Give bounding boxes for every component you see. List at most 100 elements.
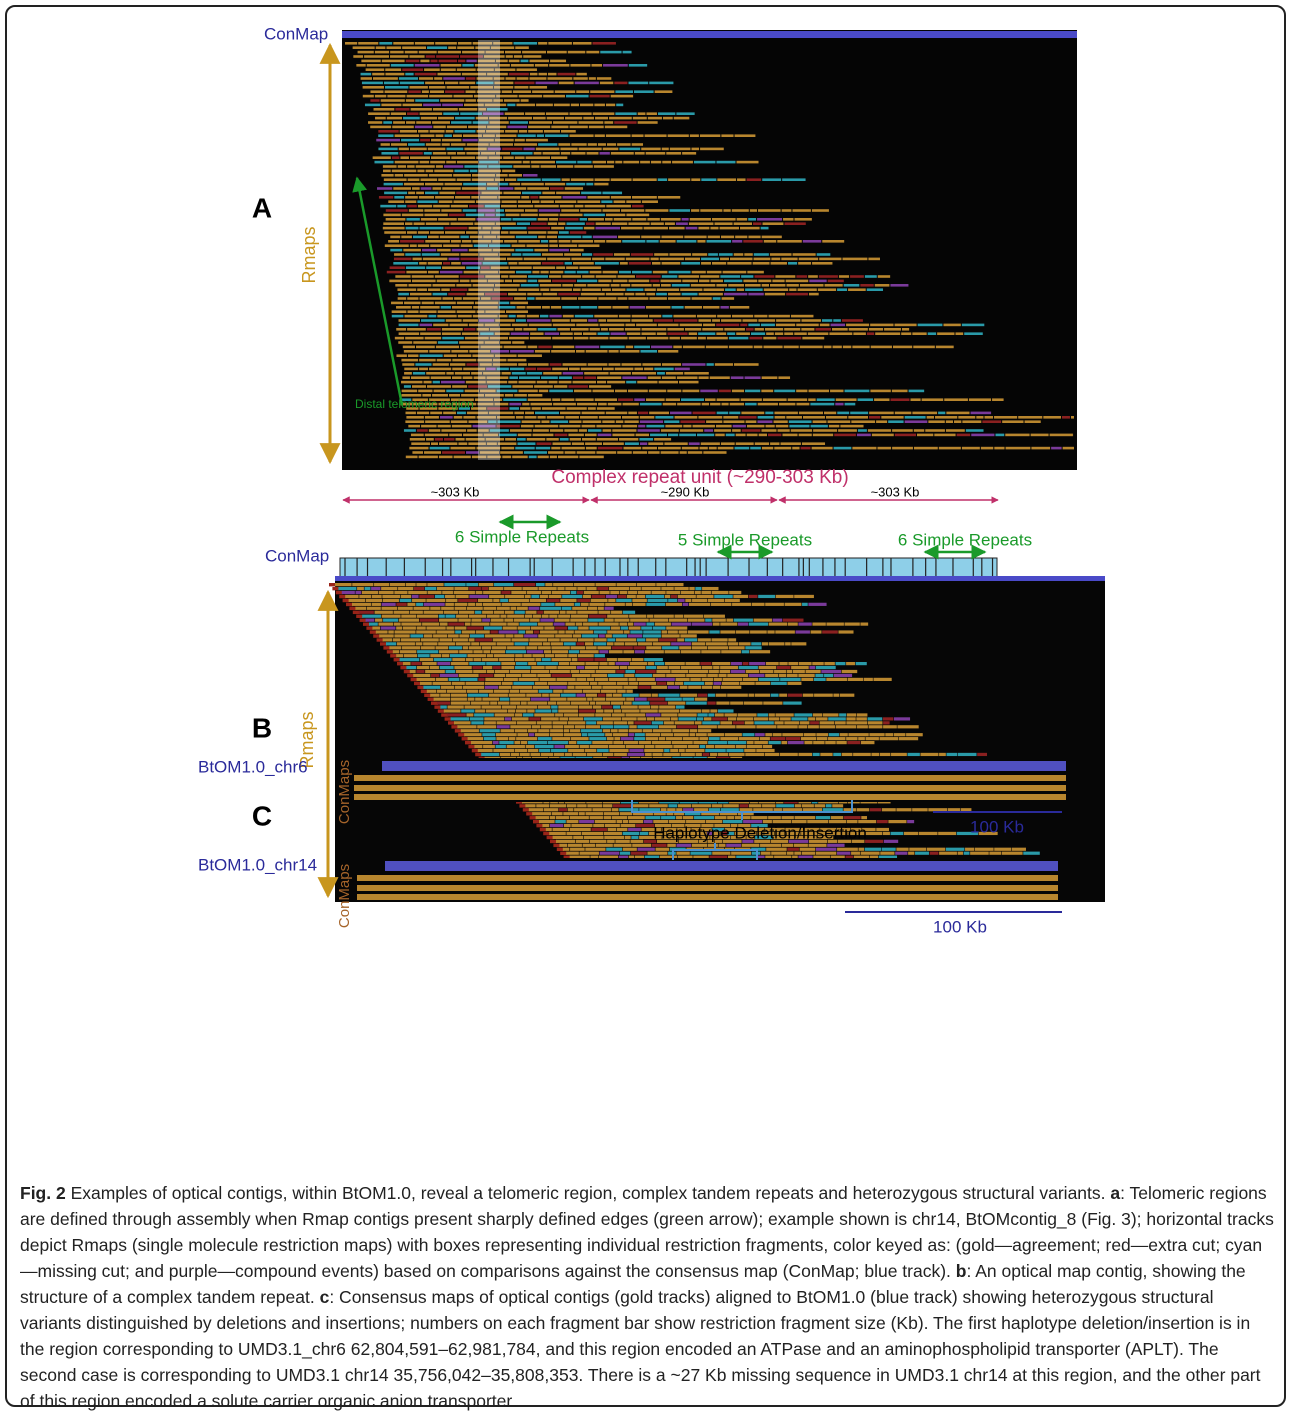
rmap-fragment [457, 178, 471, 181]
rmap-fragment [429, 95, 452, 98]
rmap-fragment [433, 324, 448, 327]
rmap-fragment [645, 134, 667, 137]
rmap-fragment [561, 297, 577, 300]
rmap-fragment [630, 662, 648, 665]
rmap-fragment [732, 315, 753, 318]
rmap-fragment [670, 148, 691, 151]
rmap-fragment [596, 702, 610, 705]
rmap-fragment [597, 376, 621, 379]
rmap-fragment [846, 324, 869, 327]
rmap-fragment [420, 354, 443, 357]
rmap-fragment [646, 152, 666, 155]
rmap-fragment [512, 686, 532, 689]
rmap-fragment [799, 412, 823, 415]
rmap-fragment [402, 363, 414, 366]
rmap-fragment [719, 253, 733, 256]
rmap-fragment [527, 438, 546, 441]
rmap-fragment [869, 725, 883, 728]
rmap-fragment [402, 646, 420, 649]
rmap-fragment [404, 654, 417, 657]
rmap-fragment [718, 674, 726, 677]
rmap-fragment [560, 332, 573, 335]
rmap-fragment [378, 148, 397, 151]
rmap-fragment [358, 42, 378, 45]
rmap-fragment [566, 266, 578, 269]
rmap-fragment [514, 82, 534, 85]
rmap-fragment [426, 599, 445, 602]
rmap-fragment [469, 662, 485, 665]
rmap-fragment [583, 420, 602, 423]
rmap-fragment [757, 420, 772, 423]
rmap-fragment [639, 808, 660, 811]
rmap-fragment [632, 196, 657, 199]
rmap-fragment [737, 717, 754, 720]
rmap-fragment [527, 591, 541, 594]
rmap-fragment [593, 253, 613, 256]
rmap-fragment [462, 64, 473, 67]
rmap-fragment [451, 717, 469, 720]
rmap-fragment [896, 808, 911, 811]
rmap-fragment [905, 420, 928, 423]
rmap-fragment [558, 709, 578, 712]
rmap-fragment [538, 646, 551, 649]
rmap-fragment [534, 713, 554, 716]
rmap-fragment [579, 456, 603, 459]
rmap-fragment [725, 599, 740, 602]
rmap-fragment [514, 741, 520, 744]
rmap-fragment [389, 280, 411, 283]
rmap-fragment [788, 694, 802, 697]
rmap-fragment [570, 249, 584, 252]
rmap-fragment [638, 425, 645, 428]
rmap-fragment [510, 429, 532, 432]
rmap-fragment [891, 398, 910, 401]
rmap-fragment [482, 658, 499, 661]
rmap-fragment [400, 658, 420, 661]
rmap-fragment [462, 332, 479, 335]
rmap-fragment [502, 170, 515, 173]
rmap-fragment [769, 717, 780, 720]
rmap-fragment [529, 733, 534, 736]
rmap-fragment [577, 587, 585, 590]
rmap-fragment [476, 630, 490, 633]
rmap-fragment [618, 658, 632, 661]
rmap-fragment [426, 170, 434, 173]
rmap-fragment [644, 227, 668, 230]
rmap-fragment [433, 634, 447, 637]
rmap-fragment [555, 820, 566, 823]
rmap-fragment [708, 694, 715, 697]
rmap-fragment [836, 741, 846, 744]
rmap-fragment [540, 315, 548, 318]
rmap-fragment [680, 288, 702, 291]
rmap-fragment [376, 46, 386, 49]
rmap-fragment [494, 611, 504, 614]
rmap-fragment [505, 394, 513, 397]
rmap-fragment [865, 275, 877, 278]
rmap-fragment [496, 733, 517, 736]
repeat-label: 6 Simple Repeats [898, 530, 1032, 549]
rmap-fragment [420, 306, 439, 309]
rmap-fragment [692, 425, 714, 428]
rmap-fragment [430, 447, 450, 450]
rmap-fragment [572, 658, 578, 661]
rmap-fragment [602, 209, 620, 212]
rmap-fragment [417, 170, 424, 173]
rmap-fragment [571, 615, 588, 618]
rmap-fragment [762, 222, 783, 225]
rmap-fragment [1023, 852, 1040, 855]
rmap-fragment [757, 713, 768, 716]
rmap-fragment [658, 112, 675, 115]
rmap-fragment [527, 709, 535, 712]
rmap-fragment [500, 599, 508, 602]
rmap-fragment [830, 390, 843, 393]
rmap-fragment [554, 745, 564, 748]
edge [336, 591, 343, 594]
rmap-fragment [729, 412, 740, 415]
rmap-fragment [582, 236, 591, 239]
rmap-fragment [648, 376, 661, 379]
conmap-label: ConMap [265, 546, 329, 565]
rmap-fragment [883, 725, 897, 728]
rmap-fragment [726, 749, 743, 752]
rmap-fragment [523, 713, 534, 716]
rmap-fragment [536, 297, 561, 300]
rmap-fragment [453, 200, 474, 203]
